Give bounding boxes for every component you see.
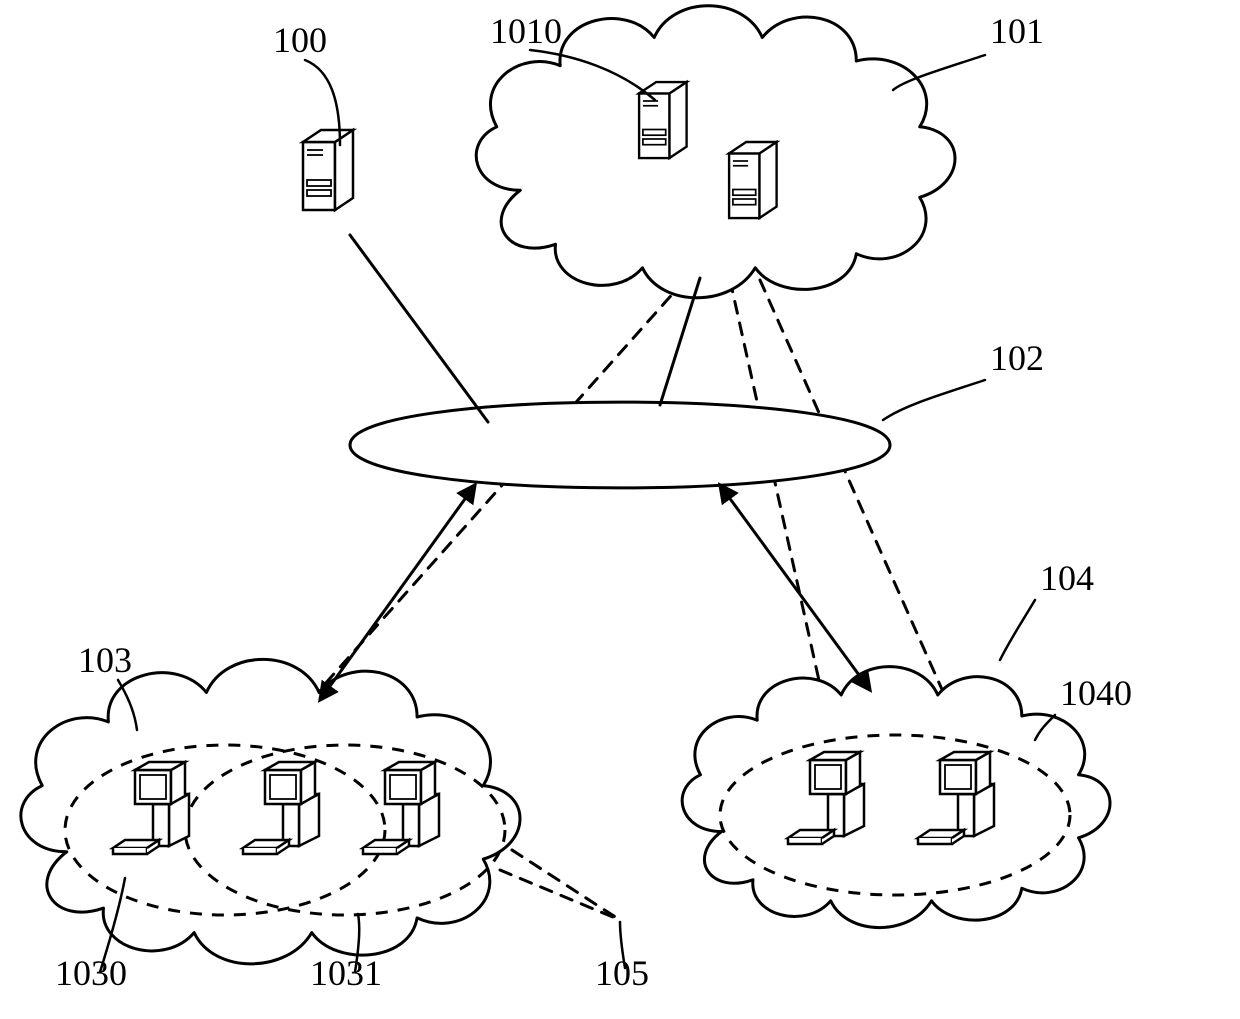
- label-l103: 103: [78, 640, 132, 680]
- label-l1010: 1010: [490, 11, 562, 51]
- label-l104: 104: [1040, 558, 1094, 598]
- dashed-top_to_right2: [760, 280, 960, 730]
- server-standalone: [303, 130, 353, 210]
- leader-l102: [883, 380, 985, 420]
- server-cloud-b: [729, 142, 777, 218]
- label-l105: 105: [595, 953, 649, 993]
- arrow-mid_to_right: [720, 485, 870, 690]
- label-l101: 101: [990, 11, 1044, 51]
- cloud-right: [682, 667, 1110, 928]
- label-l1030: 1030: [55, 953, 127, 993]
- dashed-top_to_left: [275, 280, 685, 740]
- line-server_to_mid: [350, 235, 488, 422]
- label-l102: 102: [990, 338, 1044, 378]
- leader-l104: [1000, 600, 1035, 660]
- label-l1031: 1031: [310, 953, 382, 993]
- arrow-mid_to_left: [320, 485, 475, 700]
- dashed-top_to_right1: [730, 280, 830, 730]
- dashed-leftB_to_105: [500, 870, 620, 920]
- label-l100: 100: [273, 20, 327, 60]
- network-disc: [350, 402, 890, 488]
- label-l1040: 1040: [1060, 673, 1132, 713]
- cloud-left: [21, 659, 520, 963]
